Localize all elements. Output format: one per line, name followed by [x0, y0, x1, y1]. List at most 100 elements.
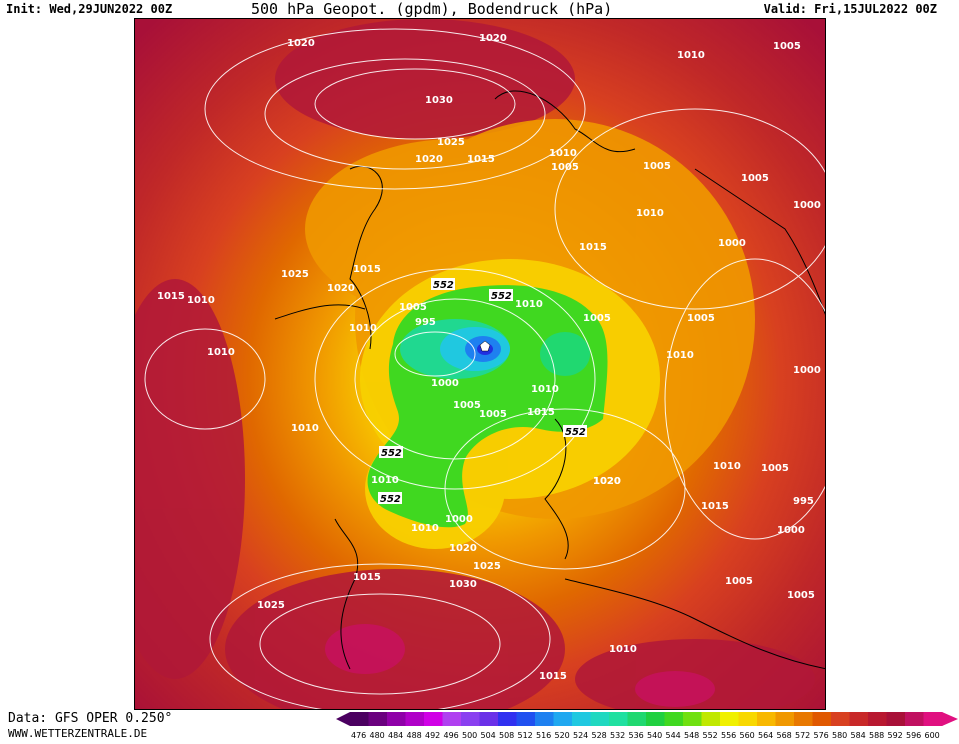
isobar-label: 1005 — [787, 590, 815, 601]
isobar-label: 1005 — [453, 400, 481, 411]
isobar-label: 1015 — [353, 572, 381, 583]
scale-swatch — [831, 712, 850, 726]
height-label: 552 — [381, 448, 402, 459]
isobar-label: 1010 — [609, 644, 637, 655]
isobar-labels: 1020 1020 1010 1005 1030 1025 1020 1015 … — [157, 33, 821, 682]
isobar-label: 1010 — [636, 208, 664, 219]
scale-swatch — [923, 712, 943, 726]
scale-swatch — [738, 712, 758, 726]
scale-tick-label: 512 — [518, 731, 533, 740]
height-contour-labels: 552 552 552 552 552 — [378, 278, 587, 505]
isobar-label: 995 — [793, 496, 814, 507]
isobar-label: 1020 — [287, 38, 315, 49]
scale-tick-label: 484 — [388, 731, 403, 740]
isobar-label: 1000 — [777, 525, 805, 536]
isobar-label: 1005 — [643, 161, 671, 172]
scale-tick-label: 536 — [629, 731, 644, 740]
isobar-label: 1015 — [701, 501, 729, 512]
scale-tick-label: 568 — [777, 731, 792, 740]
scale-swatch — [627, 712, 647, 726]
isobar-label: 1005 — [583, 313, 611, 324]
isobar-label: 1005 — [687, 313, 715, 324]
height-label: 552 — [433, 280, 454, 291]
isobar-label: 1000 — [793, 365, 821, 376]
isobar-label: 1015 — [539, 671, 567, 682]
isobar-label: 1020 — [449, 543, 477, 554]
weather-map[interactable]: 1020 1020 1010 1005 1030 1025 1020 1015 … — [134, 18, 826, 710]
height-label: 552 — [380, 494, 401, 505]
isobar-label: 1010 — [677, 50, 705, 61]
isobar-label: 1015 — [527, 407, 555, 418]
scale-arrow-right-icon — [942, 712, 958, 726]
scale-tick-label: 588 — [869, 731, 884, 740]
isobar-label: 1030 — [425, 95, 453, 106]
scale-tick-label: 500 — [462, 731, 477, 740]
scale-tick-label: 528 — [592, 731, 607, 740]
scale-tick-label: 596 — [906, 731, 921, 740]
isobar-label: 1005 — [761, 463, 789, 474]
isobars — [144, 28, 825, 709]
isobar-label: 1025 — [437, 137, 465, 148]
isobar-label: 1015 — [467, 154, 495, 165]
isobar-label: 1010 — [371, 475, 399, 486]
scale-tick-label: 520 — [555, 731, 570, 740]
scale-swatch — [664, 712, 684, 726]
isobar-label: 1005 — [551, 162, 579, 173]
scale-tick-label: 532 — [610, 731, 625, 740]
isobar-label: 1025 — [257, 600, 285, 611]
isobar-label: 1010 — [411, 523, 439, 534]
height-label: 552 — [491, 291, 512, 302]
scale-tick-label: 504 — [481, 731, 496, 740]
scale-tick-label: 560 — [740, 731, 755, 740]
scale-tick-label: 488 — [407, 731, 422, 740]
isobar-label: 1000 — [718, 238, 746, 249]
scale-swatch — [812, 712, 832, 726]
scale-swatch — [701, 712, 721, 726]
scale-swatch — [535, 712, 554, 726]
pole-marker-icon — [479, 340, 491, 352]
scale-tick-label: 544 — [666, 731, 681, 740]
init-time-label: Init: Wed,29JUN2022 00Z — [6, 2, 173, 16]
scale-tick-label: 496 — [444, 731, 459, 740]
isobar-label: 1020 — [479, 33, 507, 44]
isobar-label: 1025 — [281, 269, 309, 280]
scale-tick-label: 524 — [573, 731, 588, 740]
scale-swatch — [720, 712, 739, 726]
scale-tick-label: 564 — [758, 731, 773, 740]
isobar-label: 1015 — [353, 264, 381, 275]
isobar-label: 1020 — [593, 476, 621, 487]
isobar-label: 1010 — [549, 148, 577, 159]
scale-swatch — [442, 712, 462, 726]
isobar-label: 1000 — [431, 378, 459, 389]
scale-tick-label: 576 — [814, 731, 829, 740]
scale-tick-label: 556 — [721, 731, 736, 740]
isobar-label: 1020 — [593, 476, 621, 487]
scale-tick-label: 516 — [536, 731, 551, 740]
scale-tick-label: 476 — [351, 731, 366, 740]
scale-swatch — [387, 712, 406, 726]
scale-swatch — [572, 712, 591, 726]
scale-arrow-left-icon — [336, 712, 350, 726]
scale-swatch — [646, 712, 665, 726]
isobar-label: 1010 — [187, 295, 215, 306]
scale-swatch — [590, 712, 610, 726]
scale-tick-label: 548 — [684, 731, 699, 740]
scale-swatch — [350, 712, 369, 726]
scale-tick-label: 480 — [370, 731, 385, 740]
scale-swatch — [479, 712, 499, 726]
scale-swatch — [424, 712, 443, 726]
isobar-label: 1020 — [415, 154, 443, 165]
scale-swatch — [405, 712, 425, 726]
isobar-label: 1030 — [449, 579, 477, 590]
scale-swatch — [849, 712, 869, 726]
scale-tick-label: 508 — [499, 731, 514, 740]
isobar-label: 1005 — [773, 41, 801, 52]
isobar-label: 1005 — [741, 173, 769, 184]
scale-swatch — [886, 712, 906, 726]
scale-swatch — [516, 712, 536, 726]
scale-tick-label: 552 — [703, 731, 718, 740]
scale-swatch — [757, 712, 776, 726]
isobar-label: 1005 — [479, 409, 507, 420]
isobar-label: 1025 — [473, 561, 501, 572]
scale-swatch — [498, 712, 517, 726]
